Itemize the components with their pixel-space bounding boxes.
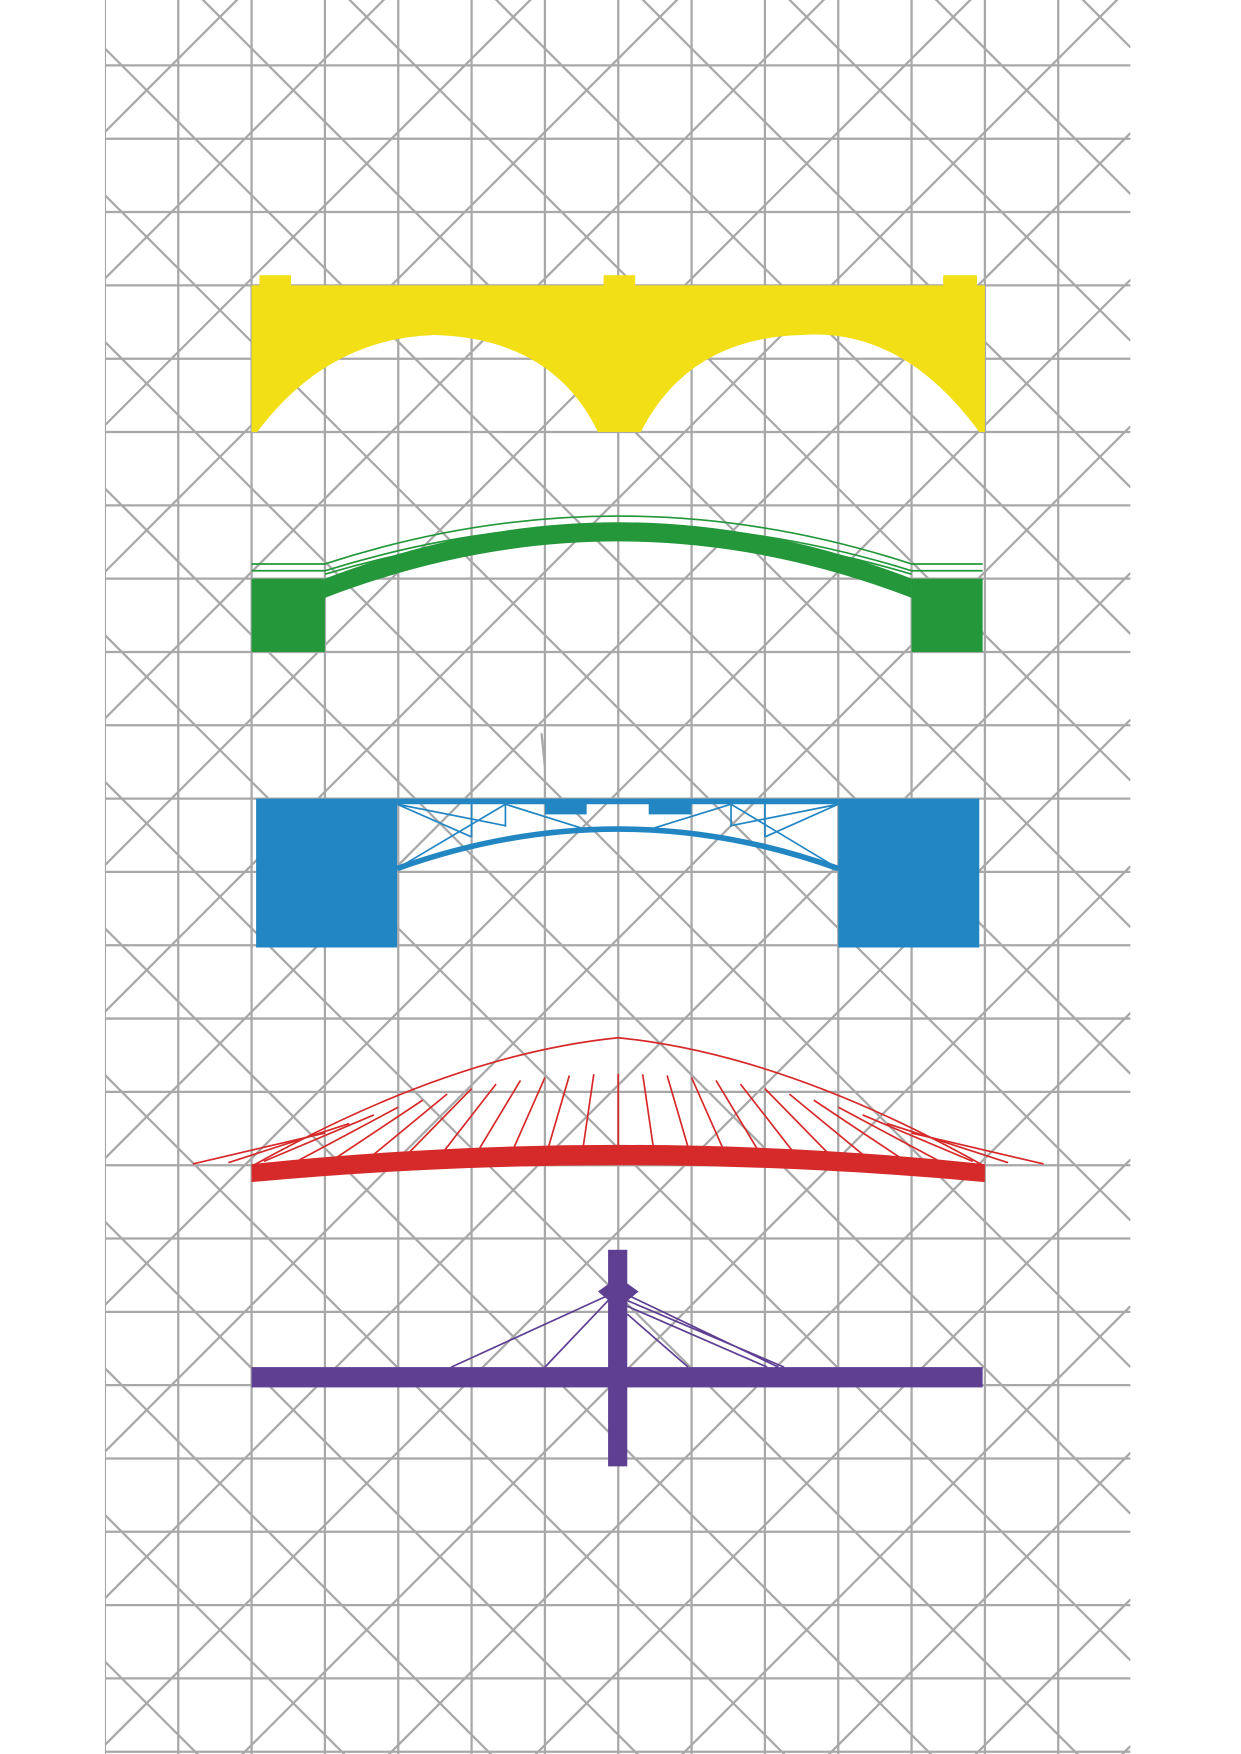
cable <box>886 1122 1009 1164</box>
cable <box>404 1088 473 1157</box>
cable <box>813 1099 903 1160</box>
cable <box>764 1088 832 1157</box>
grid-diagonal <box>788 0 1131 342</box>
grid-diagonal <box>934 0 1131 195</box>
cable <box>546 1075 571 1152</box>
grid-diagonal <box>104 0 532 427</box>
red-cable-bridge <box>192 1036 1044 1183</box>
grid-diagonal <box>827 1452 1131 1754</box>
cable <box>228 1122 350 1164</box>
cable <box>690 1077 726 1153</box>
grid-diagonal <box>534 1158 1131 1754</box>
grid-diagonal <box>104 0 386 280</box>
grid-diagonal <box>680 1305 1131 1754</box>
cable <box>440 1083 497 1156</box>
cable <box>298 1106 399 1161</box>
cable <box>739 1083 797 1156</box>
cable <box>911 1132 1044 1165</box>
blue-truss-bridge <box>256 798 980 948</box>
cable <box>641 1074 655 1150</box>
grid-diagonal <box>494 0 1131 635</box>
cable <box>581 1074 595 1150</box>
grid-diagonal <box>104 1514 346 1754</box>
cable <box>334 1099 424 1160</box>
cable <box>715 1079 761 1154</box>
grid-diagonal <box>104 278 1131 1306</box>
cable <box>666 1075 690 1152</box>
cable <box>263 1114 375 1163</box>
grid-diagonal <box>104 1367 493 1754</box>
cable <box>862 1114 974 1163</box>
grid-diagonal <box>104 487 1131 1515</box>
grid-diagonal <box>104 0 826 720</box>
grid-diagonal <box>104 340 1131 1368</box>
cable <box>788 1093 867 1159</box>
grid-diagonal <box>104 1074 786 1754</box>
cable <box>837 1106 938 1161</box>
cable <box>475 1079 522 1154</box>
grid-diagonal <box>387 1012 1131 1754</box>
yellow-arch-bridge <box>251 275 985 433</box>
cable <box>511 1077 546 1153</box>
grid-diagonal <box>104 1220 640 1754</box>
green-arch-bridge <box>251 515 983 652</box>
purple-mast-bridge <box>251 1249 983 1467</box>
cable <box>369 1093 448 1159</box>
stray-line <box>540 733 547 768</box>
